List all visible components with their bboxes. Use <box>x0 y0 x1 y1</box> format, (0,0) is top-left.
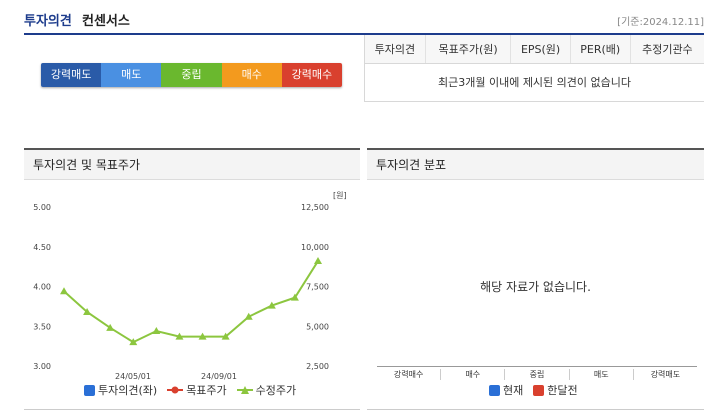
category-sell: 매도 <box>568 369 633 380</box>
adjusted-price-point <box>244 312 253 320</box>
table-left-border <box>364 35 365 102</box>
adjusted-price-point <box>198 332 207 340</box>
opinion-chart-panel: 투자의견 및 목표주가 5.00 4.50 4.00 3.50 3.00 12,500 10… <box>24 148 360 410</box>
no-data-message: 해당 자료가 없습니다. <box>480 280 591 294</box>
legend-line-dot-icon <box>167 386 184 394</box>
legend-line-triangle-icon <box>236 386 253 394</box>
consensus-header: 투자의견 컨센서스 [기준:2024.12.11] <box>24 0 716 32</box>
left-axis-tick-label: 3.50 <box>33 322 51 331</box>
legend-item-target-price[interactable]: 목표주가 <box>167 382 227 398</box>
rating-segment-strong-buy: 강력매수 <box>281 63 342 87</box>
adjusted-price-point <box>290 293 299 301</box>
distribution-axis <box>377 366 697 367</box>
right-axis-tick-label: 7,500 <box>306 283 329 292</box>
opinion-price-chart: 5.00 4.50 4.00 3.50 3.00 12,500 10,000 7,500 5,0… <box>33 191 347 381</box>
category-buy: 매수 <box>440 369 504 380</box>
adjusted-price-point <box>175 332 184 340</box>
x-axis-tick-label: 24/09/01 <box>201 372 237 381</box>
panel-title: 투자의견 분포 <box>367 150 704 180</box>
legend-label: 수정주가 <box>255 384 297 397</box>
panel-bottom-border <box>367 409 704 410</box>
rating-segment-buy: 매수 <box>221 63 282 87</box>
distribution-categories: 강력매수 매수 중립 매도 강력매도 <box>377 369 697 380</box>
legend-item-adjusted-price[interactable]: 수정주가 <box>236 382 297 398</box>
adjusted-price-point <box>129 338 138 346</box>
category-neutral: 중립 <box>504 369 568 380</box>
legend-square-icon <box>489 384 500 396</box>
header-divider <box>24 33 704 35</box>
col-per: PER(배) <box>570 35 631 64</box>
right-axis-tick-label: 10,000 <box>301 243 329 252</box>
reference-date: [기준:2024.12.11] <box>617 17 704 28</box>
adjusted-price-point <box>221 332 230 340</box>
legend-label: 현재 <box>503 384 524 397</box>
legend-label: 한달전 <box>547 384 578 397</box>
legend-square-icon <box>533 384 545 396</box>
rating-segment-strong-sell: 강력매도 <box>41 63 102 87</box>
left-axis-tick-label: 4.00 <box>33 283 51 292</box>
legend-item-opinion[interactable]: 투자의견(좌) <box>84 382 157 398</box>
table-row: 최근3개월 이내에 제시된 의견이 없습니다 <box>365 63 704 102</box>
panel-title: 투자의견 및 목표주가 <box>24 150 360 180</box>
table-header-row: 투자의견 목표주가(원) EPS(원) PER(배) 추정기관수 <box>365 35 704 64</box>
legend-label: 투자의견(좌) <box>98 384 158 397</box>
adjusted-price-point <box>152 327 161 335</box>
rating-scale-bar: 강력매도 매도 중립 매수 강력매수 <box>41 63 342 87</box>
rating-segment-sell: 매도 <box>101 63 162 87</box>
adjusted-price-point <box>267 301 276 309</box>
col-target-price: 목표주가(원) <box>425 35 512 64</box>
legend-item-month-ago[interactable]: 한달전 <box>533 382 578 398</box>
adjusted-price-point <box>60 287 68 295</box>
distribution-legend: 현재 한달전 <box>489 382 578 398</box>
section-subtitle: 컨센서스 <box>82 14 130 29</box>
legend-item-current[interactable]: 현재 <box>489 382 523 398</box>
left-axis-tick-label: 5.00 <box>33 203 51 212</box>
panel-bottom-border <box>24 409 360 410</box>
right-axis-tick-label: 12,500 <box>301 203 329 212</box>
left-axis-tick-label: 4.50 <box>33 243 51 252</box>
adjusted-price-point <box>106 323 115 331</box>
adjusted-price-point <box>83 307 92 315</box>
col-institutions: 추정기관수 <box>630 35 704 64</box>
x-axis-tick-label: 24/05/01 <box>115 372 151 381</box>
category-strong-buy: 강력매수 <box>393 370 424 379</box>
no-opinion-message: 최근3개월 이내에 제시된 의견이 없습니다 <box>365 63 704 102</box>
section-title: 투자의견 <box>24 14 72 29</box>
category-strong-sell: 강력매도 <box>632 369 697 380</box>
panel-top-border <box>367 148 704 150</box>
consensus-table: 투자의견 목표주가(원) EPS(원) PER(배) 추정기관수 최근3개월 이… <box>365 35 704 102</box>
legend-label: 목표주가 <box>186 384 227 397</box>
adjusted-price-point <box>314 257 322 265</box>
right-axis-unit-label: [원] <box>333 191 347 200</box>
legend-square-icon <box>84 384 95 396</box>
adjusted-price-line <box>63 260 319 344</box>
opinion-chart-legend: 투자의견(좌) 목표주가 수정주가 <box>84 382 296 398</box>
left-axis-tick-label: 3.00 <box>33 362 51 371</box>
right-axis-tick-label: 2,500 <box>306 362 329 371</box>
right-axis-tick-label: 5,000 <box>306 322 329 331</box>
col-eps: EPS(원) <box>510 35 571 64</box>
distribution-panel: 투자의견 분포 해당 자료가 없습니다. 강력매수 매수 중립 매도 강력매도 … <box>367 148 704 410</box>
panel-top-border <box>24 148 360 150</box>
rating-segment-neutral: 중립 <box>161 63 222 87</box>
col-opinion: 투자의견 <box>365 35 426 64</box>
